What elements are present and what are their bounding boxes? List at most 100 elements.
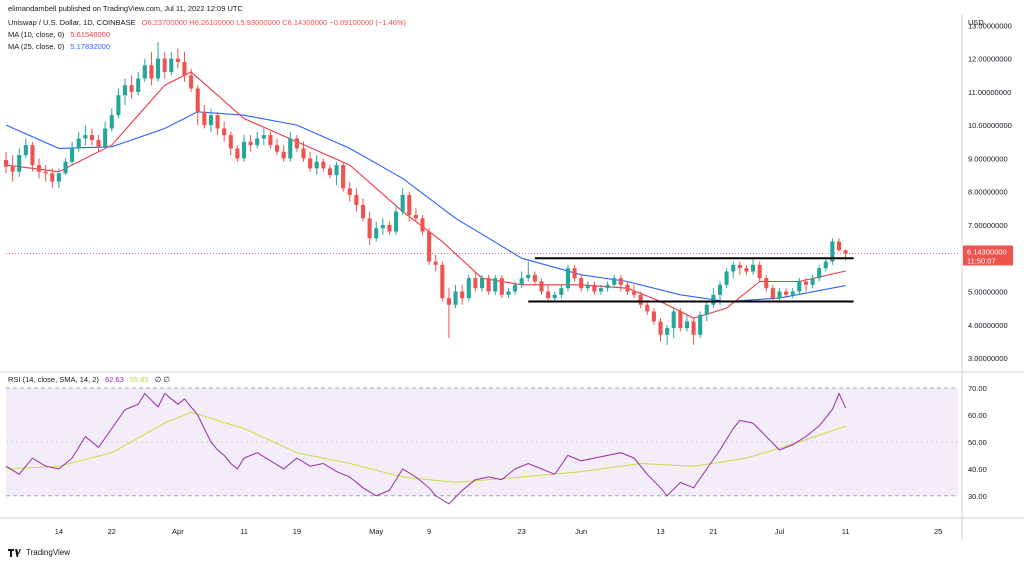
candle-down	[433, 261, 438, 265]
candle-down	[354, 195, 359, 205]
time-tick-label: 22	[108, 527, 116, 536]
candle-down	[215, 115, 220, 129]
time-tick-label: 9	[427, 527, 431, 536]
candle-down	[499, 278, 504, 295]
candle-down	[427, 231, 432, 262]
rsi-name: RSI (14, close, SMA, 14, 2)	[8, 375, 99, 384]
ma10-legend[interactable]: MA (10, close, 0) 5.61540000	[8, 30, 110, 39]
candle-down	[30, 145, 35, 166]
published-by: elimandambell published on TradingView.c…	[8, 4, 243, 13]
candle-up	[598, 288, 604, 292]
price-tick-label: 11.00000000	[968, 88, 1011, 97]
candle-up	[731, 264, 736, 272]
ma25-legend[interactable]: MA (25, close, 0) 5.17832000	[8, 42, 110, 51]
candle-down	[162, 58, 167, 72]
candle-up	[704, 304, 709, 315]
time-tick-label: Jun	[575, 527, 587, 536]
chart-header: elimandambell published on TradingView.c…	[8, 4, 243, 13]
candle-down	[10, 166, 15, 172]
candle-down	[301, 148, 306, 159]
symbol-legend: Uniswap / U.S. Dollar, 1D, COINBASE O6.2…	[8, 18, 406, 27]
candle-up	[665, 328, 670, 335]
time-tick-label: 23	[517, 527, 525, 536]
candle-up	[261, 135, 266, 139]
candle-up	[136, 78, 141, 92]
candle-up	[724, 271, 729, 285]
candle-down	[129, 85, 134, 92]
candle-down	[757, 264, 762, 279]
time-tick-label: 21	[709, 527, 717, 536]
candle-up	[751, 264, 756, 272]
brand-name: TradingView	[26, 548, 71, 557]
candle-down	[228, 135, 233, 149]
candle-down	[420, 218, 425, 232]
candle-down	[764, 278, 769, 289]
time-tick-label: 13	[656, 527, 664, 536]
ma10-name: MA (10, close, 0)	[8, 30, 65, 39]
candle-up	[559, 288, 564, 295]
candle-down	[744, 268, 749, 272]
candle-down	[413, 214, 418, 219]
candle-up	[103, 128, 108, 147]
candle-up	[506, 291, 511, 295]
candle-up	[156, 58, 161, 79]
candle-up	[513, 284, 518, 292]
price-tick-label: 5.00000000	[968, 287, 1008, 296]
candle-up	[830, 241, 835, 262]
candle-down	[268, 135, 273, 146]
candle-up	[83, 135, 88, 139]
candle-down	[281, 151, 286, 159]
candle-up	[255, 138, 260, 146]
price-tick-label: 10.00000000	[968, 121, 1012, 130]
rsi-legend[interactable]: RSI (14, close, SMA, 14, 2) 62.63 55.85 …	[8, 375, 170, 384]
candle-up	[777, 291, 782, 299]
candle-up	[17, 155, 22, 172]
candle-down	[367, 218, 372, 239]
candle-down	[189, 75, 194, 89]
candle-up	[208, 115, 213, 126]
candle-down	[460, 291, 465, 299]
candle-up	[380, 224, 385, 229]
price-tag-value: 6.14300000	[967, 247, 1007, 256]
candle-up	[585, 284, 590, 289]
ma10-line	[5, 71, 846, 319]
candle-up	[817, 268, 822, 279]
candle-down	[149, 65, 154, 79]
time-tick-label: 25	[934, 527, 942, 536]
candle-down	[486, 278, 491, 292]
time-tick-label: Apr	[172, 527, 184, 536]
candle-down	[50, 173, 55, 182]
price-tick-label: 3.00000000	[968, 354, 1008, 363]
rsi-extra: ∅ ∅	[154, 375, 170, 384]
candle-up	[810, 278, 815, 285]
candle-up	[671, 311, 676, 329]
candle-down	[572, 268, 577, 279]
candle-up	[519, 278, 524, 285]
candle-up	[334, 165, 339, 176]
candle-up	[612, 278, 617, 285]
candle-down	[678, 311, 683, 329]
candle-up	[169, 58, 174, 72]
price-tick-label: 7.00000000	[968, 221, 1008, 230]
footer-brand[interactable]: TradingView	[8, 548, 70, 557]
candle-down	[235, 148, 240, 159]
ma10-value: 5.61540000	[70, 30, 110, 39]
candle-up	[241, 141, 247, 159]
candle-down	[37, 165, 42, 172]
candle-down	[248, 141, 253, 146]
candle-down	[784, 291, 789, 295]
candle-up	[56, 173, 61, 182]
candle-down	[341, 165, 346, 189]
candle-down	[3, 160, 9, 167]
candle-up	[565, 268, 570, 289]
candle-down	[658, 321, 663, 335]
candle-down	[579, 278, 584, 289]
rsi-tick-label: 60.00	[968, 411, 987, 420]
candle-down	[446, 298, 451, 305]
candle-down	[843, 250, 848, 254]
candle-up	[453, 291, 458, 305]
rsi-tick-label: 50.00	[968, 438, 987, 447]
candle-down	[294, 138, 299, 149]
candle-down	[546, 291, 551, 299]
